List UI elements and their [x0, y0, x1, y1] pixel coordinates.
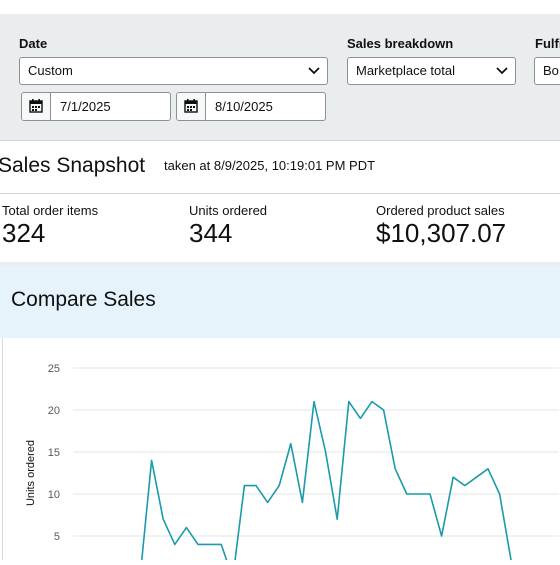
- compare-sales-title: Compare Sales: [11, 288, 156, 311]
- units-ordered-chart: 5 10 15 20 25 Units ordered: [25, 363, 559, 565]
- y-tick-label: 25: [48, 363, 60, 375]
- start-date-field[interactable]: 7/1/2025: [21, 92, 171, 121]
- metric-label: Units ordered: [189, 203, 268, 218]
- calendar-icon[interactable]: [177, 93, 206, 120]
- fulfillment-label: Fulfi: [535, 36, 560, 51]
- sales-breakdown-label: Sales breakdown: [347, 36, 454, 51]
- top-bar: [0, 0, 560, 15]
- sales-snapshot-title: Sales Snapshot: [0, 154, 146, 177]
- snapshot-timestamp: taken at 8/9/2025, 10:19:01 PM PDT: [164, 158, 376, 173]
- y-tick-label: 5: [54, 531, 60, 543]
- y-tick-label: 20: [48, 405, 60, 417]
- units-ordered-series-line: [140, 400, 512, 565]
- units-ordered-chart-card: 5 10 15 20 25 Units ordered: [2, 338, 560, 565]
- date-range-dropdown[interactable]: Custom: [19, 57, 328, 85]
- sales-breakdown-value: Marketplace total: [356, 63, 455, 78]
- chevron-down-icon: [495, 58, 509, 84]
- filter-panel: Date Custom 7/1/2025: [0, 14, 560, 141]
- fulfillment-value: Bo: [543, 63, 559, 78]
- date-range-value: Custom: [28, 63, 73, 78]
- divider: [0, 193, 560, 194]
- metric-value: 344: [189, 218, 233, 248]
- sales-breakdown-dropdown[interactable]: Marketplace total: [347, 57, 516, 85]
- metric-label: Ordered product sales: [376, 203, 505, 218]
- y-axis-label: Units ordered: [25, 440, 37, 506]
- end-date-value: 8/10/2025: [215, 99, 273, 114]
- date-filter-label: Date: [19, 36, 48, 51]
- divider: [0, 262, 560, 266]
- metric-value: $10,307.07: [376, 218, 507, 248]
- y-tick-label: 10: [48, 489, 60, 501]
- compare-sales-header: [0, 266, 560, 338]
- y-tick-label: 15: [48, 447, 60, 459]
- end-date-field[interactable]: 8/10/2025: [176, 92, 326, 121]
- chevron-down-icon: [307, 58, 321, 84]
- start-date-value: 7/1/2025: [60, 99, 111, 114]
- metric-label: Total order items: [2, 203, 99, 218]
- metric-value: 324: [2, 218, 46, 248]
- calendar-icon[interactable]: [22, 93, 51, 120]
- fulfillment-dropdown[interactable]: Bo: [534, 57, 560, 85]
